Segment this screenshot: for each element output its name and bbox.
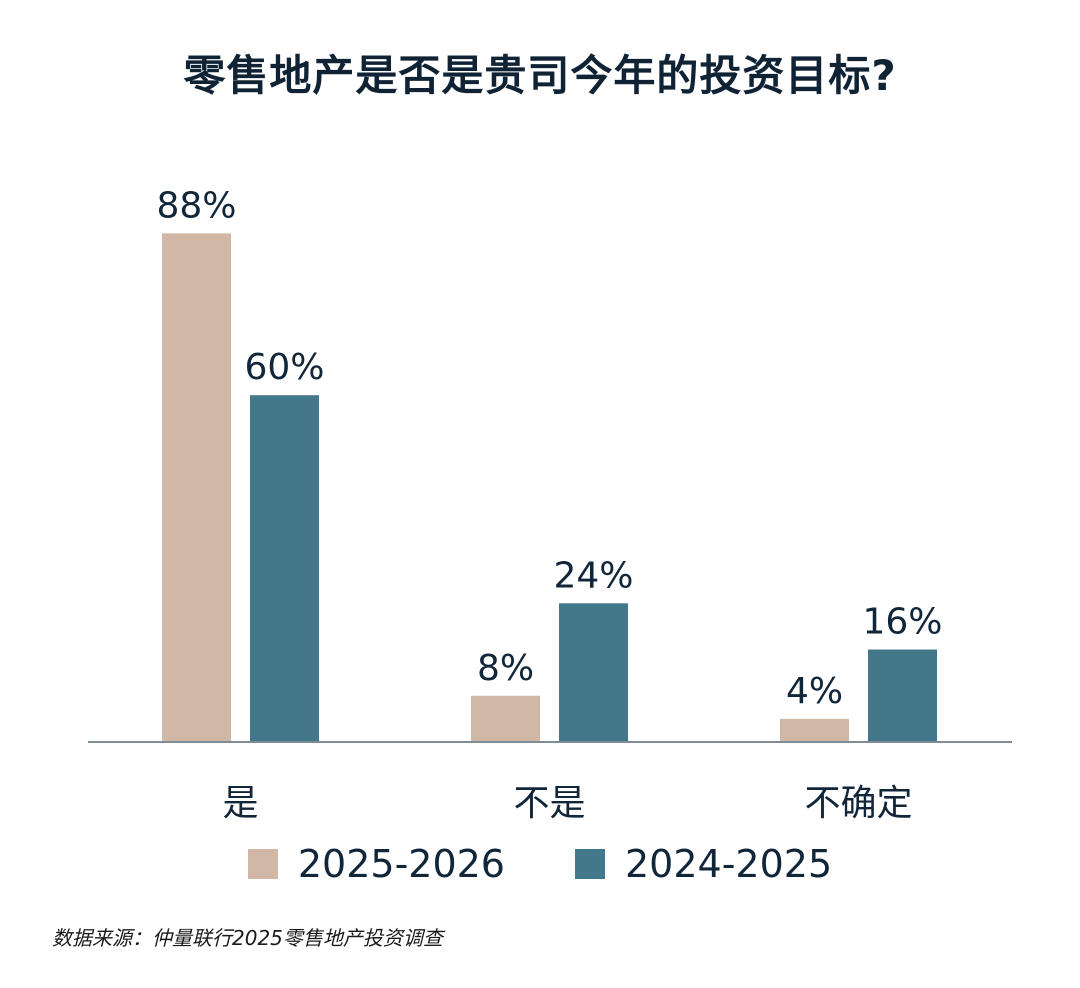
chart-title: 零售地产是否是贵司今年的投资目标?: [183, 51, 897, 100]
data-label-1-1: 24%: [553, 555, 633, 596]
data-label-2-0: 4%: [786, 671, 843, 712]
bar-1-1: [559, 603, 628, 742]
legend-item-2025-2026: 2025-2026: [247, 842, 505, 886]
legend-swatch-2025-2026: [247, 849, 278, 879]
source-note: 数据来源：仲量联行2025零售地产投资调查: [52, 926, 443, 950]
data-label-0-0: 88%: [156, 185, 236, 226]
bar-2-0: [780, 718, 849, 742]
bars-layer: [162, 233, 937, 743]
legend: 2025-2026 2024-2025: [0, 842, 1080, 886]
legend-label-2024-2025: 2024-2025: [625, 842, 833, 886]
legend-item-2024-2025: 2024-2025: [575, 842, 832, 886]
bar-0-1: [250, 395, 319, 742]
data-label-2-1: 16%: [862, 602, 942, 643]
data-label-0-1: 60%: [244, 347, 324, 388]
labels-layer: 88% 60% 是 8% 24% 不是 4% 16% 不确定: [156, 185, 942, 824]
category-label-2: 不确定: [804, 783, 912, 824]
legend-label-2025-2026: 2025-2026: [297, 842, 505, 886]
bar-2-1: [868, 649, 937, 742]
legend-swatch-2024-2025: [575, 849, 605, 879]
data-label-1-0: 8%: [477, 648, 534, 689]
category-label-1: 不是: [513, 783, 585, 824]
bar-0-0: [162, 233, 231, 743]
category-label-0: 是: [222, 783, 258, 824]
bar-1-0: [471, 695, 540, 742]
